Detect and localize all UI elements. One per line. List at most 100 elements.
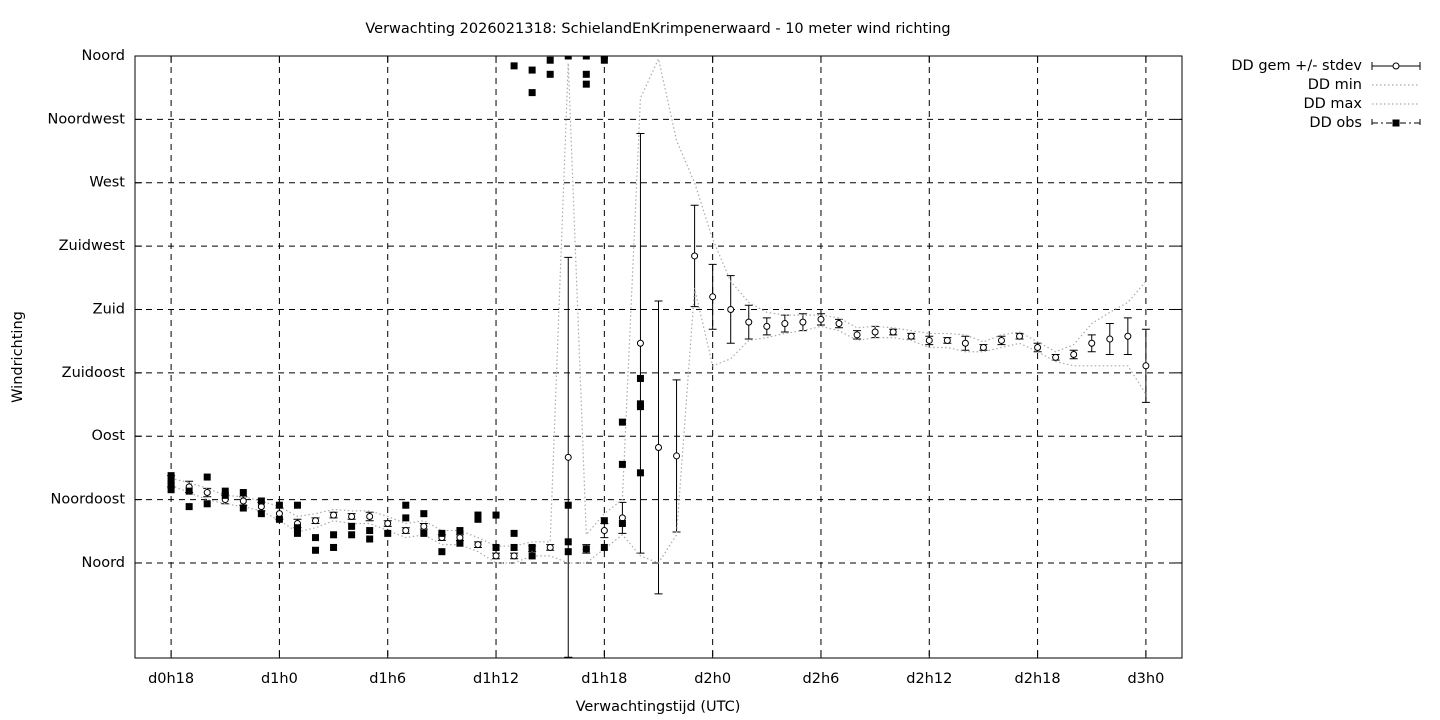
obs-point xyxy=(438,548,446,556)
mean-point xyxy=(366,512,374,520)
obs-point xyxy=(384,529,392,537)
mean-point xyxy=(943,336,951,344)
obs-point xyxy=(456,527,464,535)
mean-point xyxy=(1106,335,1114,343)
mean-point xyxy=(384,520,392,528)
obs-point xyxy=(167,486,175,494)
obs-point xyxy=(348,531,356,539)
obs-point xyxy=(275,501,283,509)
mean-point xyxy=(510,552,518,560)
obs-point xyxy=(528,66,536,74)
chart-title: Verwachting 2026021318: SchielandEnKrimp… xyxy=(365,21,950,37)
obs-point xyxy=(402,514,410,522)
obs-point xyxy=(330,543,338,551)
mean-point xyxy=(835,320,843,328)
mean-point xyxy=(763,322,771,330)
obs-point xyxy=(582,70,590,78)
obs-point xyxy=(474,515,482,523)
mean-point xyxy=(997,336,1005,344)
obs-point xyxy=(546,56,554,64)
mean-point xyxy=(727,305,735,313)
obs-point xyxy=(203,473,211,481)
obs-point xyxy=(456,539,464,547)
mean-point xyxy=(636,339,644,347)
mean-point xyxy=(1034,343,1042,351)
y-tick-label: Oost xyxy=(91,428,125,444)
mean-point xyxy=(673,452,681,460)
legend-label: DD gem +/- stdev xyxy=(1231,58,1362,74)
mean-point xyxy=(492,552,500,560)
mean-point xyxy=(239,497,247,505)
mean-point xyxy=(402,527,410,535)
legend-label: DD obs xyxy=(1309,115,1362,131)
y-tick-label: Zuid xyxy=(93,301,125,317)
mean-point xyxy=(546,543,554,551)
obs-point xyxy=(564,501,572,509)
x-tick-label: d2h0 xyxy=(694,671,731,687)
obs-point xyxy=(348,522,356,530)
y-tick-label: West xyxy=(89,175,125,191)
y-tick-label: Zuidoost xyxy=(62,365,126,381)
obs-point xyxy=(528,552,536,560)
obs-point xyxy=(420,529,428,537)
mean-point xyxy=(564,453,572,461)
mean-point xyxy=(474,541,482,549)
mean-point xyxy=(257,503,265,511)
y-tick-label: Noord xyxy=(82,555,126,571)
mean-point xyxy=(312,517,320,525)
mean-point xyxy=(1070,351,1078,359)
mean-point xyxy=(691,252,699,260)
obs-point xyxy=(366,535,374,543)
obs-point xyxy=(221,491,229,499)
mean-point xyxy=(961,339,969,347)
mean-point xyxy=(275,510,283,518)
obs-point xyxy=(420,510,428,518)
obs-point xyxy=(293,501,301,509)
obs-point xyxy=(185,487,193,495)
y-tick-label: Noord xyxy=(82,48,126,64)
obs-point xyxy=(257,510,265,518)
obs-point xyxy=(293,529,301,537)
mean-point xyxy=(781,320,789,328)
legend-sample xyxy=(1392,119,1400,127)
obs-point xyxy=(167,472,175,480)
x-tick-label: d3h0 xyxy=(1127,671,1164,687)
mean-point xyxy=(1088,339,1096,347)
obs-point xyxy=(167,477,175,485)
plot-area xyxy=(167,56,1150,658)
obs-point xyxy=(564,548,572,556)
obs-point xyxy=(618,460,626,468)
obs-point xyxy=(366,527,374,535)
x-tick-label: d2h12 xyxy=(906,671,952,687)
obs-point xyxy=(239,504,247,512)
legend-label: DD max xyxy=(1303,96,1362,112)
mean-point xyxy=(871,328,879,336)
mean-point xyxy=(889,328,897,336)
mean-point xyxy=(456,534,464,542)
obs-point xyxy=(618,520,626,528)
obs-point xyxy=(510,529,518,537)
obs-point xyxy=(239,489,247,497)
obs-point xyxy=(312,534,320,542)
obs-point xyxy=(293,524,301,532)
obs-point xyxy=(492,543,500,551)
x-tick-label: d2h6 xyxy=(803,671,840,687)
mean-point xyxy=(1124,332,1132,340)
mean-point xyxy=(817,315,825,323)
obs-point xyxy=(582,56,590,60)
obs-point xyxy=(600,517,608,525)
obs-point xyxy=(185,503,193,511)
mean-point xyxy=(907,332,915,340)
obs-point xyxy=(564,538,572,546)
mean-point xyxy=(979,343,987,351)
obs-point xyxy=(636,403,644,411)
x-axis-label: Verwachtingstijd (UTC) xyxy=(576,699,741,715)
mean-point xyxy=(799,318,807,326)
obs-point xyxy=(167,481,175,489)
x-tick-label: d1h6 xyxy=(369,671,406,687)
x-tick-label: d1h0 xyxy=(261,671,298,687)
mean-point xyxy=(1016,332,1024,340)
x-tick-label: d1h18 xyxy=(581,671,627,687)
mean-point xyxy=(420,522,428,530)
